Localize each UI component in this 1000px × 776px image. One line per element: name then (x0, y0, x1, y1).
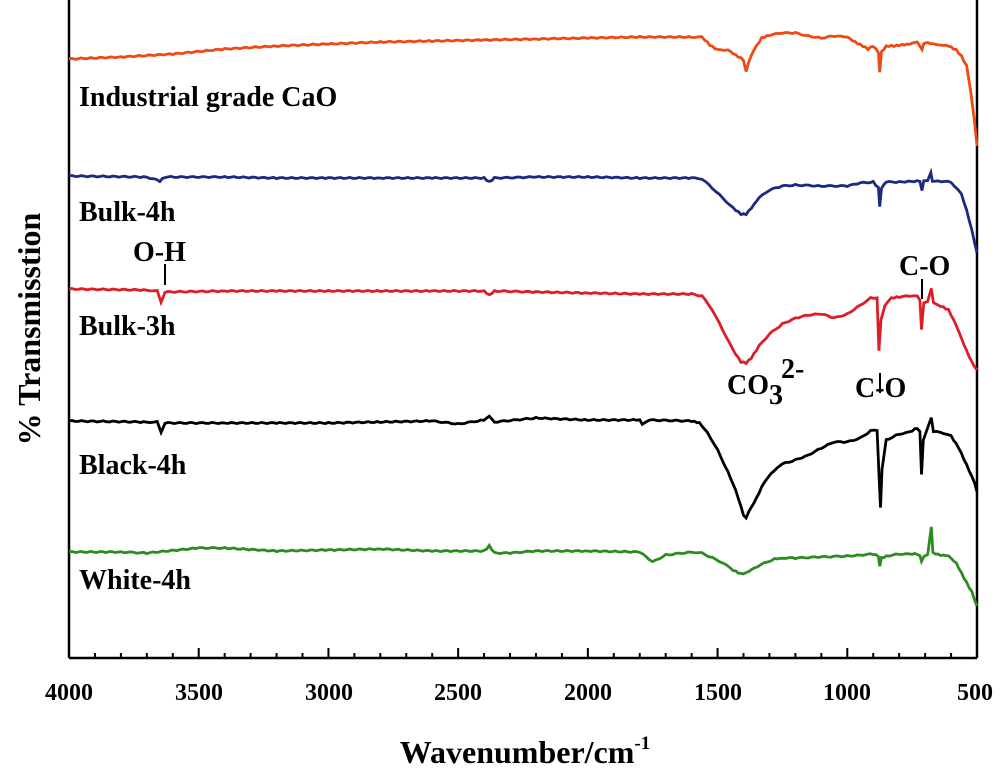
annotation-co-top: C-O (899, 251, 950, 282)
series-line-bulk-3h (68, 287, 979, 371)
label-white-4h: White-4h (79, 565, 191, 596)
x-axis-title-sup: -1 (634, 733, 650, 754)
x-tick-labels: 4000 3500 3000 2500 2000 1500 1000 500 (45, 680, 993, 706)
annotation-co-bottom: C-O (855, 373, 906, 404)
co3-main: CO (727, 370, 769, 401)
tick-label-2000: 2000 (564, 680, 612, 706)
tick-label-2500: 2500 (434, 680, 482, 706)
annotations: O-H C-O CO 3 2- C-O (133, 237, 950, 411)
co3-subscript: 3 (769, 380, 783, 411)
label-bulk-4h: Bulk-4h (79, 197, 176, 228)
label-black-4h: Black-4h (79, 450, 187, 481)
series-line-white-4h (68, 526, 979, 607)
label-industrial-cao: Industrial grade CaO (79, 82, 337, 113)
annotation-co3: CO (727, 370, 769, 401)
tick-label-4000: 4000 (45, 680, 93, 706)
y-axis-title: % Transmisstion (11, 212, 47, 445)
x-axis-title: Wavenumber/cm-1 (400, 733, 650, 770)
x-axis-title-main: Wavenumber/cm (400, 734, 635, 770)
series-labels: Industrial grade CaO Bulk-4h Bulk-3h Bla… (79, 82, 337, 596)
tick-label-1000: 1000 (823, 680, 871, 706)
tick-label-3500: 3500 (175, 680, 223, 706)
axes (67, 0, 979, 660)
tick-label-1500: 1500 (694, 680, 742, 706)
series-lines (68, 30, 979, 607)
tick-label-3000: 3000 (305, 680, 353, 706)
label-bulk-3h: Bulk-3h (79, 311, 176, 342)
co3-superscript: 2- (781, 354, 804, 385)
series-line-black-4h (68, 414, 979, 521)
series-line-bulk-4h (68, 167, 979, 254)
tick-label-500: 500 (957, 680, 993, 706)
series-line-industrial-cao (68, 30, 979, 147)
x-ticks (68, 648, 978, 658)
annotation-oh: O-H (133, 237, 186, 268)
